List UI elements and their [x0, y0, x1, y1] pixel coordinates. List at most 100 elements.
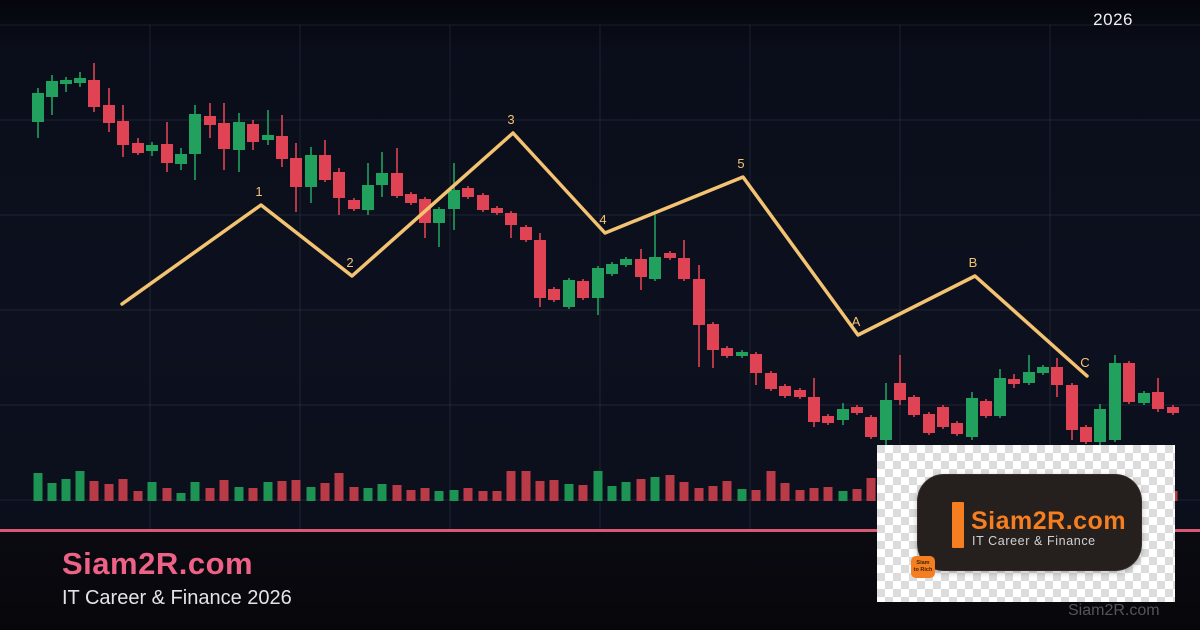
- candle-body: [520, 227, 532, 240]
- volume-bar: [104, 484, 114, 501]
- candle-body: [822, 416, 834, 423]
- candle-body: [966, 398, 978, 437]
- candle-body: [779, 386, 791, 396]
- volume-bar: [838, 491, 848, 501]
- volume-bar: [75, 471, 85, 501]
- volume-bar: [535, 481, 545, 501]
- logo-card: Siam2R.com IT Career & Finance Siam to R…: [877, 445, 1175, 602]
- volume-bar: [234, 487, 244, 501]
- wave-label: B: [969, 255, 978, 270]
- candle-body: [794, 390, 806, 397]
- candle-body: [606, 264, 618, 274]
- volume-bar: [621, 482, 631, 501]
- wave-label: 4: [599, 212, 606, 227]
- volume-bar: [751, 490, 761, 501]
- volume-bar: [521, 471, 531, 501]
- candle-body: [1167, 407, 1179, 413]
- candle-body: [175, 154, 187, 164]
- candle-body: [462, 188, 474, 197]
- candle-body: [765, 373, 777, 389]
- volume-bar: [190, 482, 200, 501]
- volume-bar: [334, 473, 344, 501]
- candle-body: [262, 135, 274, 140]
- logo-brand-text: Siam2R.com: [971, 507, 1127, 535]
- candle-body: [707, 324, 719, 350]
- candle-body: [305, 155, 317, 187]
- candle-body: [117, 121, 129, 145]
- candle-body: [678, 258, 690, 279]
- candle-body: [721, 348, 733, 356]
- candle-body: [894, 383, 906, 400]
- candle-body: [808, 397, 820, 422]
- candle-body: [189, 114, 201, 154]
- candle-body: [46, 81, 58, 97]
- volume-bar: [737, 489, 747, 501]
- volume-bar: [866, 478, 876, 501]
- volume-bar: [263, 482, 273, 501]
- wave-label: 3: [507, 112, 514, 127]
- volume-bar: [708, 486, 718, 501]
- candle-body: [908, 397, 920, 415]
- candle-body: [994, 378, 1006, 416]
- volume-bar: [176, 493, 186, 501]
- candle-body: [592, 268, 604, 298]
- badge-line1: Siam: [916, 560, 930, 566]
- candle-body: [74, 78, 86, 83]
- candle-body: [563, 280, 575, 307]
- volume-bar: [823, 487, 833, 501]
- volume-bar: [694, 488, 704, 501]
- candle-body: [161, 144, 173, 163]
- volume-bar: [47, 483, 57, 501]
- candle-body: [132, 143, 144, 153]
- candle-body: [505, 213, 517, 225]
- candle-body: [620, 259, 632, 265]
- candle-body: [319, 155, 331, 180]
- candle-body: [1080, 427, 1092, 442]
- volume-bar: [722, 481, 732, 501]
- candle-body: [405, 194, 417, 203]
- volume-bar: [349, 487, 359, 501]
- candle-body: [103, 105, 115, 123]
- candle-body: [333, 172, 345, 198]
- volume-bar: [506, 471, 516, 501]
- volume-bar: [392, 485, 402, 501]
- volume-bar: [420, 488, 430, 501]
- candle-body: [1138, 393, 1150, 403]
- volume-bar: [147, 482, 157, 501]
- candle-body: [60, 80, 72, 84]
- volume-bar: [463, 488, 473, 501]
- volume-bar: [219, 480, 229, 501]
- year-label: 2026: [1093, 10, 1133, 29]
- volume-bar: [564, 484, 574, 501]
- volume-bar: [277, 481, 287, 501]
- wave-label: 2: [346, 255, 353, 270]
- candle-body: [88, 80, 100, 107]
- volume-bar: [809, 488, 819, 501]
- volume-bar: [852, 489, 862, 501]
- wave-label: C: [1080, 355, 1089, 370]
- volume-bar: [434, 491, 444, 501]
- logo-tagline-text: IT Career & Finance: [972, 534, 1096, 548]
- candle-body: [880, 400, 892, 440]
- volume-bar: [118, 479, 128, 501]
- volume-bar: [377, 484, 387, 501]
- candle-body: [1152, 392, 1164, 409]
- candle-body: [750, 354, 762, 373]
- volume-bar: [650, 477, 660, 501]
- volume-bar: [549, 480, 559, 501]
- candle-body: [1094, 409, 1106, 442]
- volume-bar: [766, 471, 776, 501]
- candle-body: [1066, 385, 1078, 430]
- volume-bar: [33, 473, 43, 501]
- candle-body: [649, 257, 661, 279]
- candle-body: [693, 279, 705, 325]
- volume-bar: [61, 479, 71, 501]
- wave-label: 5: [737, 156, 744, 171]
- volume-bar: [320, 483, 330, 501]
- candle-body: [218, 123, 230, 149]
- candle-body: [635, 259, 647, 277]
- candle-body: [1051, 367, 1063, 385]
- candle-body: [736, 352, 748, 356]
- footer-brand-title: Siam2R.com: [62, 546, 254, 581]
